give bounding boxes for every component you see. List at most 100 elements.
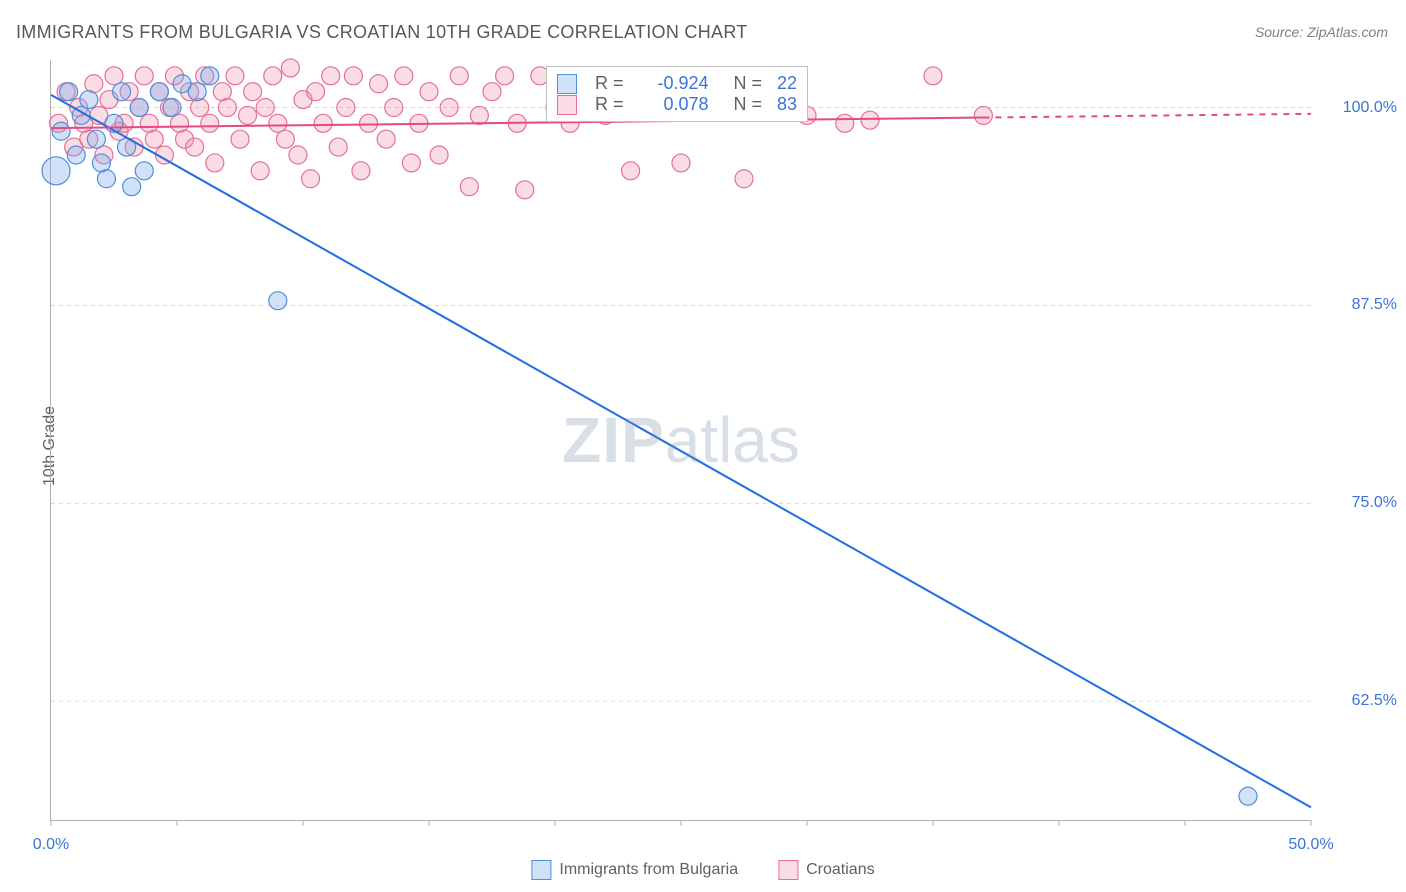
- scatter-point: [206, 154, 224, 172]
- scatter-point: [201, 114, 219, 132]
- chart-container: IMMIGRANTS FROM BULGARIA VS CROATIAN 10T…: [0, 0, 1406, 892]
- scatter-point: [239, 106, 257, 124]
- scatter-point: [256, 99, 274, 117]
- scatter-point: [186, 138, 204, 156]
- scatter-point: [150, 83, 168, 101]
- scatter-point: [440, 99, 458, 117]
- scatter-point: [352, 162, 370, 180]
- scatter-point: [289, 146, 307, 164]
- scatter-point: [307, 83, 325, 101]
- legend-swatch: [531, 860, 551, 880]
- source-credit: Source: ZipAtlas.com: [1255, 24, 1388, 40]
- scatter-point: [496, 67, 514, 85]
- trend-line: [51, 95, 1311, 808]
- scatter-point: [420, 83, 438, 101]
- legend-r-label: R =: [595, 94, 629, 115]
- scatter-point: [213, 83, 231, 101]
- plot-area: ZIPatlas 62.5%75.0%87.5%100.0%0.0%50.0%: [50, 60, 1311, 821]
- legend-n-label: N =: [719, 73, 768, 94]
- scatter-point: [191, 99, 209, 117]
- legend-correlation-row: R = 0.078 N = 83: [557, 94, 797, 115]
- scatter-point: [218, 99, 236, 117]
- scatter-point: [123, 178, 141, 196]
- legend-swatch: [557, 95, 577, 115]
- scatter-point: [269, 114, 287, 132]
- scatter-point: [470, 106, 488, 124]
- y-tick-label: 100.0%: [1317, 99, 1397, 117]
- scatter-point: [80, 91, 98, 109]
- legend-item: Croatians: [778, 860, 874, 880]
- legend-n-label: N =: [719, 94, 768, 115]
- scatter-point: [360, 114, 378, 132]
- scatter-point: [322, 67, 340, 85]
- scatter-point: [370, 75, 388, 93]
- trend-line-dashed: [983, 114, 1311, 118]
- scatter-point: [281, 59, 299, 77]
- scatter-point: [974, 106, 992, 124]
- legend-bottom: Immigrants from Bulgaria Croatians: [531, 860, 874, 880]
- scatter-point: [337, 99, 355, 117]
- scatter-point: [113, 83, 131, 101]
- scatter-point: [135, 162, 153, 180]
- scatter-point: [244, 83, 262, 101]
- legend-swatch: [557, 74, 577, 94]
- scatter-point: [105, 67, 123, 85]
- legend-label: Immigrants from Bulgaria: [559, 861, 738, 878]
- scatter-point: [460, 178, 478, 196]
- scatter-point: [264, 67, 282, 85]
- legend-label: Croatians: [806, 861, 874, 878]
- scatter-point: [276, 130, 294, 148]
- scatter-point: [924, 67, 942, 85]
- scatter-point: [188, 83, 206, 101]
- scatter-point: [145, 130, 163, 148]
- scatter-point: [672, 154, 690, 172]
- scatter-point: [140, 114, 158, 132]
- legend-item: Immigrants from Bulgaria: [531, 860, 738, 880]
- scatter-point: [135, 67, 153, 85]
- legend-n-value: 83: [777, 94, 797, 115]
- legend-correlation-box: R = -0.924 N = 22R = 0.078 N = 83: [546, 66, 808, 122]
- legend-r-value: 0.078: [639, 94, 709, 115]
- x-tick-label: 0.0%: [33, 836, 69, 854]
- scatter-point: [130, 99, 148, 117]
- scatter-point: [377, 130, 395, 148]
- scatter-point: [163, 99, 181, 117]
- legend-r-value: -0.924: [639, 73, 709, 94]
- legend-swatch: [778, 860, 798, 880]
- scatter-point: [92, 154, 110, 172]
- y-tick-label: 87.5%: [1317, 296, 1397, 314]
- scatter-point: [622, 162, 640, 180]
- scatter-point: [97, 170, 115, 188]
- source-value: ZipAtlas.com: [1307, 24, 1388, 40]
- legend-r-label: R =: [595, 73, 629, 94]
- scatter-point: [251, 162, 269, 180]
- scatter-point: [201, 67, 219, 85]
- scatter-point: [483, 83, 501, 101]
- scatter-point: [329, 138, 347, 156]
- source-label: Source:: [1255, 24, 1307, 40]
- scatter-point: [52, 122, 70, 140]
- plot-svg: [51, 60, 1311, 820]
- scatter-point: [60, 83, 78, 101]
- scatter-point: [85, 75, 103, 93]
- chart-title: IMMIGRANTS FROM BULGARIA VS CROATIAN 10T…: [16, 22, 748, 43]
- scatter-point: [231, 130, 249, 148]
- legend-n-value: 22: [777, 73, 797, 94]
- scatter-point: [735, 170, 753, 188]
- scatter-point: [314, 114, 332, 132]
- scatter-point: [450, 67, 468, 85]
- scatter-point: [42, 157, 70, 185]
- scatter-point: [344, 67, 362, 85]
- scatter-point: [516, 181, 534, 199]
- scatter-point: [269, 292, 287, 310]
- scatter-point: [385, 99, 403, 117]
- scatter-point: [226, 67, 244, 85]
- scatter-point: [861, 111, 879, 129]
- scatter-point: [302, 170, 320, 188]
- scatter-point: [1239, 787, 1257, 805]
- scatter-point: [836, 114, 854, 132]
- y-tick-label: 75.0%: [1317, 494, 1397, 512]
- scatter-point: [171, 114, 189, 132]
- scatter-point: [430, 146, 448, 164]
- x-tick-label: 50.0%: [1288, 836, 1333, 854]
